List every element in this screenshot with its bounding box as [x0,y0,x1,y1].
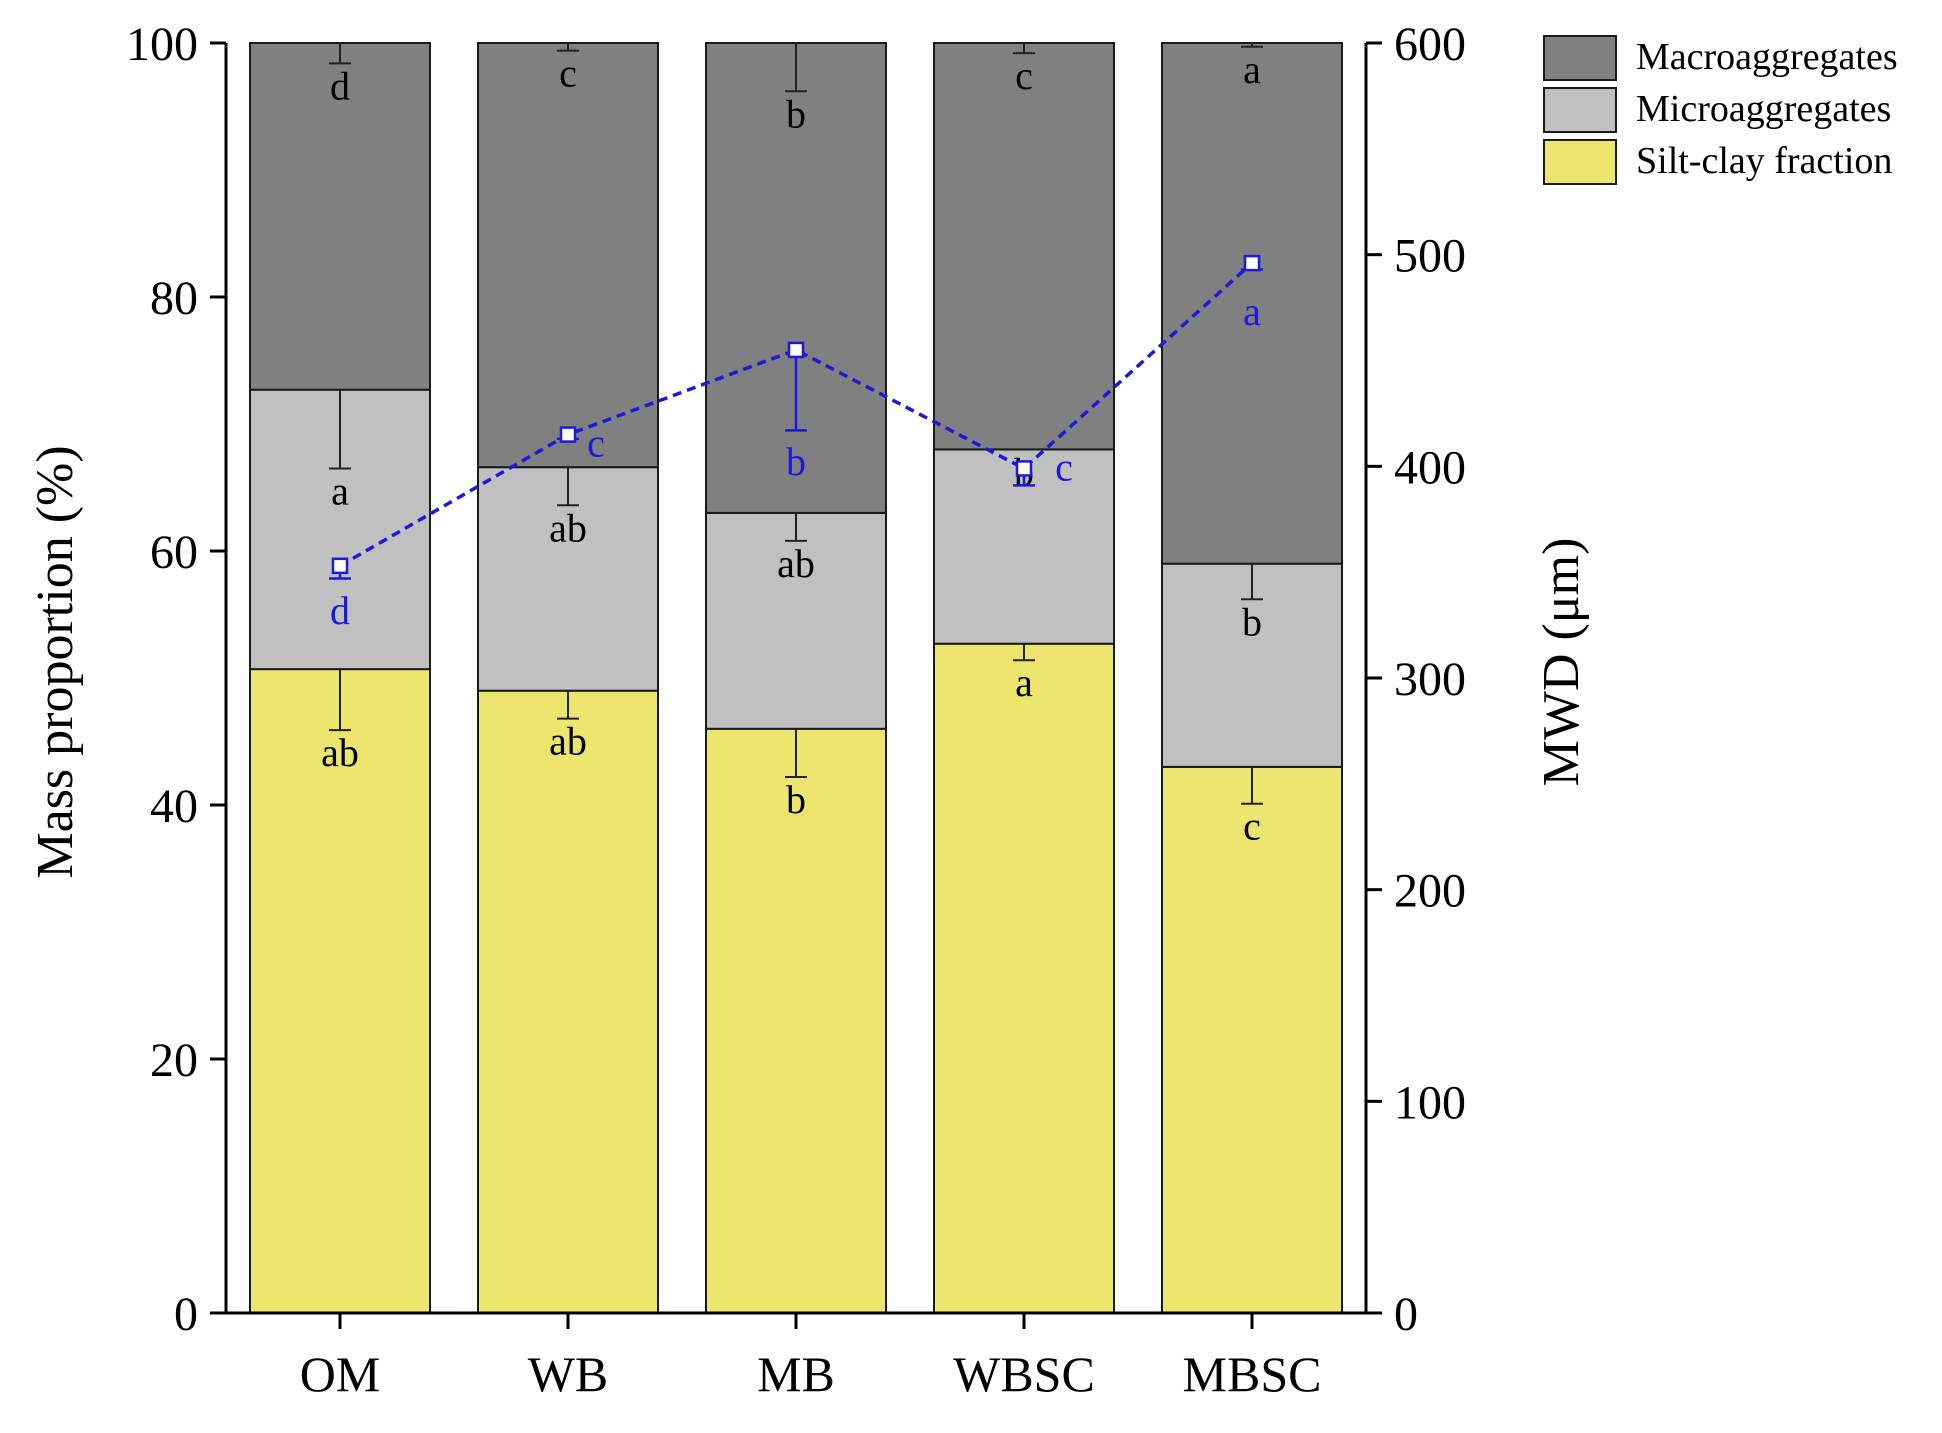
mwd-letter: b [786,439,806,484]
axes-layer: 0 20 40 60 80 100 0 100 200 300 400 500 600 OM WB MB WBS… [126,18,1466,1402]
y-tick-label: 100 [126,18,198,71]
significance-letter: a [1243,47,1261,92]
significance-letter: d [330,63,350,108]
mwd-marker [1015,460,1033,477]
mwd-letter: d [330,588,350,633]
significance-letter: c [1015,53,1033,98]
y2-tick-label: 300 [1394,653,1466,706]
bar-layer [249,42,1343,1314]
y-tick-label: 80 [150,272,198,325]
y-tick-label: 60 [150,526,198,579]
y2-tick-label: 0 [1394,1288,1418,1341]
y-axis-label: Mass proportion (%) [27,445,84,878]
legend-swatch [1543,139,1617,185]
y2-tick-label: 200 [1394,865,1466,918]
mwd-letter: c [1055,444,1073,489]
y2-tick-label: 100 [1394,1076,1466,1129]
bar-segment [249,668,431,1314]
significance-letter: b [786,91,806,136]
bar-segment [1161,42,1343,565]
y2-tick-label: 600 [1394,18,1466,71]
legend: Macroaggregates Microaggregates Silt-clay … [1543,35,1898,185]
mwd-marker [1243,254,1261,272]
bar-segment [933,642,1115,1314]
x-tick-label: WBSC [953,1346,1095,1402]
mwd-marker [559,426,577,443]
mwd-letter: a [1243,289,1261,334]
significance-letter: ab [321,730,359,775]
y-tick-label: 20 [150,1034,198,1087]
x-tick-label: MB [757,1346,835,1402]
legend-label: Silt-clay fraction [1636,140,1892,182]
x-tick-label: MBSC [1183,1346,1322,1402]
y2-tick-label: 400 [1394,441,1466,494]
mwd-line-layer: d c b c a [329,254,1263,633]
legend-swatch [1543,87,1617,133]
mwd-marker [331,557,349,575]
y-tick-label: 40 [150,780,198,833]
significance-letter: c [559,51,577,96]
x-tick-label: WB [528,1346,609,1402]
bar-segment [933,42,1115,451]
significance-letter: ab [777,541,815,586]
y-tick-label: 0 [174,1288,198,1341]
bar-segment [705,511,887,730]
significance-letter: c [1243,804,1261,849]
significance-letter: a [1015,660,1033,705]
significance-letter: b [1242,599,1262,644]
significance-letter-layer: abadababcbabbabccba [321,47,1262,849]
mwd-letter: c [587,421,605,466]
significance-letter: a [331,468,349,513]
significance-letter: ab [549,719,587,764]
y2-tick-label: 500 [1394,230,1466,283]
bar-segment [477,689,659,1314]
y2-axis-label: MWD (μm) [1533,538,1590,787]
bar-segment [477,42,659,469]
bar-segment [705,727,887,1314]
legend-swatch [1543,35,1617,81]
legend-label: Microaggregates [1636,88,1891,130]
legend-label: Macroaggregates [1636,36,1898,78]
x-tick-label: OM [300,1346,381,1402]
significance-letter: b [786,777,806,822]
significance-letter: ab [549,505,587,550]
bar-segment [1161,765,1343,1314]
mwd-marker [787,341,805,359]
error-bar-layer [329,43,1263,805]
